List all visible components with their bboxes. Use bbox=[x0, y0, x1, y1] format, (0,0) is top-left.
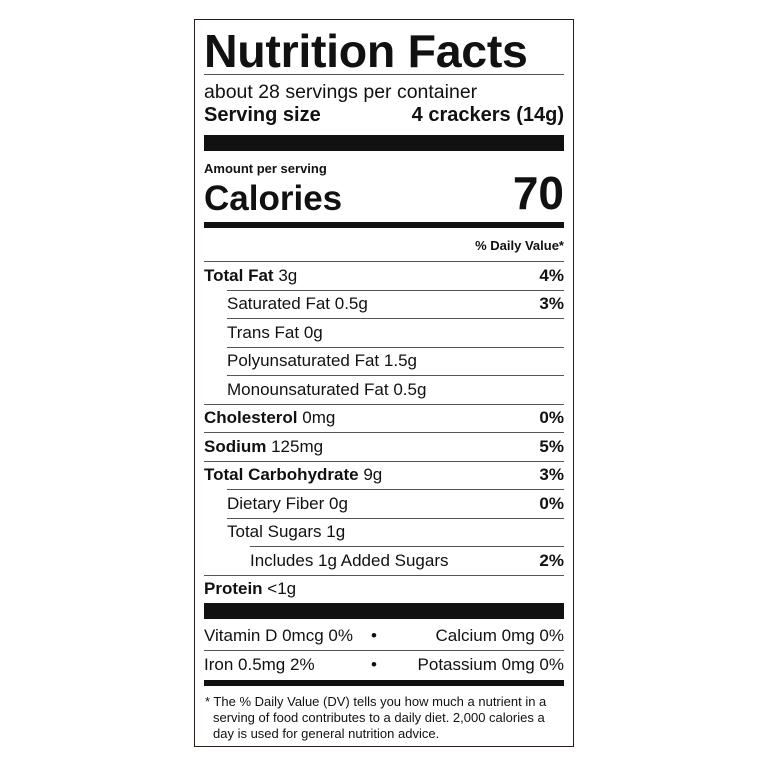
nutrient-row: Trans Fat 0g bbox=[227, 318, 564, 347]
vitamin-row: Vitamin D 0mcg 0% • Calcium 0mg 0% bbox=[204, 622, 564, 650]
divider bbox=[204, 650, 564, 651]
nutrient-name: Total Sugars bbox=[227, 522, 322, 542]
footnote: * The % Daily Value (DV) tells you how m… bbox=[205, 694, 547, 741]
label-title: Nutrition Facts bbox=[204, 25, 528, 77]
nutrient-name: Polyunsaturated Fat bbox=[227, 351, 380, 371]
nutrient-label: Trans Fat 0g bbox=[227, 323, 323, 343]
nutrient-name: Trans Fat bbox=[227, 322, 300, 342]
nutrient-amount: 125mg bbox=[271, 436, 324, 456]
nutrient-label: Cholesterol 0mg bbox=[204, 408, 335, 428]
nutrient-name: Monounsaturated Fat bbox=[227, 379, 389, 399]
nutrient-daily-value: 0% bbox=[539, 408, 564, 428]
nutrient-amount: 0.5g bbox=[334, 294, 368, 314]
nutrient-amount: 1.5g bbox=[383, 351, 417, 371]
nutrient-row: Sodium 125mg 5% bbox=[204, 432, 564, 461]
nutrient-amount: 9g bbox=[363, 465, 383, 485]
nutrient-amount: 0mg bbox=[302, 408, 336, 428]
nutrition-facts-label: Nutrition Facts about 28 servings per co… bbox=[194, 19, 574, 747]
nutrient-label: Protein <1g bbox=[204, 579, 296, 599]
nutrient-row: Total Fat 3g 4% bbox=[204, 261, 564, 290]
nutrient-label: Saturated Fat 0.5g bbox=[227, 294, 368, 314]
calories-row: Calories 70 bbox=[204, 170, 564, 218]
divider bbox=[204, 74, 564, 75]
nutrient-name: Dietary Fiber bbox=[227, 493, 325, 513]
nutrient-name: Cholesterol bbox=[204, 408, 298, 428]
nutrient-name: Includes 1g Added Sugars bbox=[250, 550, 449, 570]
nutrient-name: Total Carbohydrate bbox=[204, 465, 359, 485]
nutrient-name: Total Fat bbox=[204, 265, 274, 285]
nutrient-label: Monounsaturated Fat 0.5g bbox=[227, 380, 426, 400]
nutrient-amount: 3g bbox=[278, 265, 298, 285]
vitamin-left: Iron 0.5mg 2% bbox=[204, 655, 315, 674]
nutrient-row: Saturated Fat 0.5g 3% bbox=[227, 289, 564, 319]
nutrient-label: Dietary Fiber 0g bbox=[227, 494, 348, 514]
servings-per-container: about 28 servings per container bbox=[204, 81, 478, 103]
nutrient-row: Total Carbohydrate 9g 3% bbox=[204, 460, 564, 490]
nutrient-name: Sodium bbox=[204, 436, 267, 456]
nutrient-label: Sodium 125mg bbox=[204, 437, 323, 457]
amount-per-serving: Amount per serving bbox=[204, 161, 327, 176]
nutrient-daily-value: 2% bbox=[539, 550, 564, 570]
nutrient-list: Total Fat 3g 4% Saturated Fat 0.5g 3% Trans … bbox=[204, 261, 564, 603]
thick-divider bbox=[204, 135, 564, 151]
nutrient-name: Protein bbox=[204, 579, 263, 599]
bullet: • bbox=[371, 626, 377, 645]
nutrient-daily-value: 3% bbox=[539, 465, 564, 485]
nutrient-label: Includes 1g Added Sugars bbox=[250, 551, 448, 571]
nutrient-row: Cholesterol 0mg 0% bbox=[204, 403, 564, 433]
vitamin-right: Calcium 0mg 0% bbox=[435, 626, 564, 645]
nutrient-daily-value: 5% bbox=[539, 436, 564, 456]
nutrient-amount: 0.5g bbox=[393, 379, 427, 399]
nutrient-daily-value: 3% bbox=[539, 294, 564, 314]
bullet: • bbox=[371, 655, 377, 674]
daily-value-header: % Daily Value* bbox=[475, 238, 564, 253]
nutrient-amount: 1g bbox=[326, 522, 346, 542]
serving-size-label: Serving size bbox=[204, 104, 321, 126]
vitamin-right: Potassium 0mg 0% bbox=[417, 655, 564, 674]
nutrient-amount: <1g bbox=[267, 579, 297, 599]
serving-size: Serving size 4 crackers (14g) bbox=[204, 103, 564, 127]
calories-label: Calories bbox=[204, 179, 343, 218]
nutrient-label: Total Carbohydrate 9g bbox=[204, 465, 382, 485]
nutrient-row: Polyunsaturated Fat 1.5g bbox=[227, 346, 564, 376]
vitamin-left: Vitamin D 0mcg 0% bbox=[204, 626, 353, 645]
medium-divider bbox=[204, 680, 564, 686]
medium-divider bbox=[204, 222, 564, 228]
vitamins-section: Vitamin D 0mcg 0% • Calcium 0mg 0% Iron … bbox=[204, 622, 564, 679]
calories-value: 70 bbox=[512, 167, 564, 219]
nutrient-row: Protein <1g bbox=[204, 574, 564, 604]
nutrient-row: Monounsaturated Fat 0.5g bbox=[227, 375, 564, 404]
nutrient-row: Dietary Fiber 0g 0% bbox=[227, 489, 564, 518]
nutrient-amount: 0g bbox=[329, 493, 348, 513]
vitamin-row: Iron 0.5mg 2% • Potassium 0mg 0% bbox=[204, 651, 564, 679]
nutrient-daily-value: 0% bbox=[539, 493, 564, 513]
nutrient-row: Includes 1g Added Sugars 2% bbox=[250, 546, 564, 575]
serving-size-value: 4 crackers (14g) bbox=[411, 104, 564, 126]
nutrient-amount: 0g bbox=[303, 322, 323, 342]
nutrient-name: Saturated Fat bbox=[227, 294, 331, 314]
nutrient-label: Polyunsaturated Fat 1.5g bbox=[227, 351, 417, 371]
nutrient-label: Total Fat 3g bbox=[204, 266, 297, 286]
nutrient-label: Total Sugars 1g bbox=[227, 522, 345, 542]
thick-divider bbox=[204, 603, 564, 619]
nutrient-row: Total Sugars 1g bbox=[227, 517, 564, 547]
nutrient-daily-value: 4% bbox=[539, 265, 564, 285]
